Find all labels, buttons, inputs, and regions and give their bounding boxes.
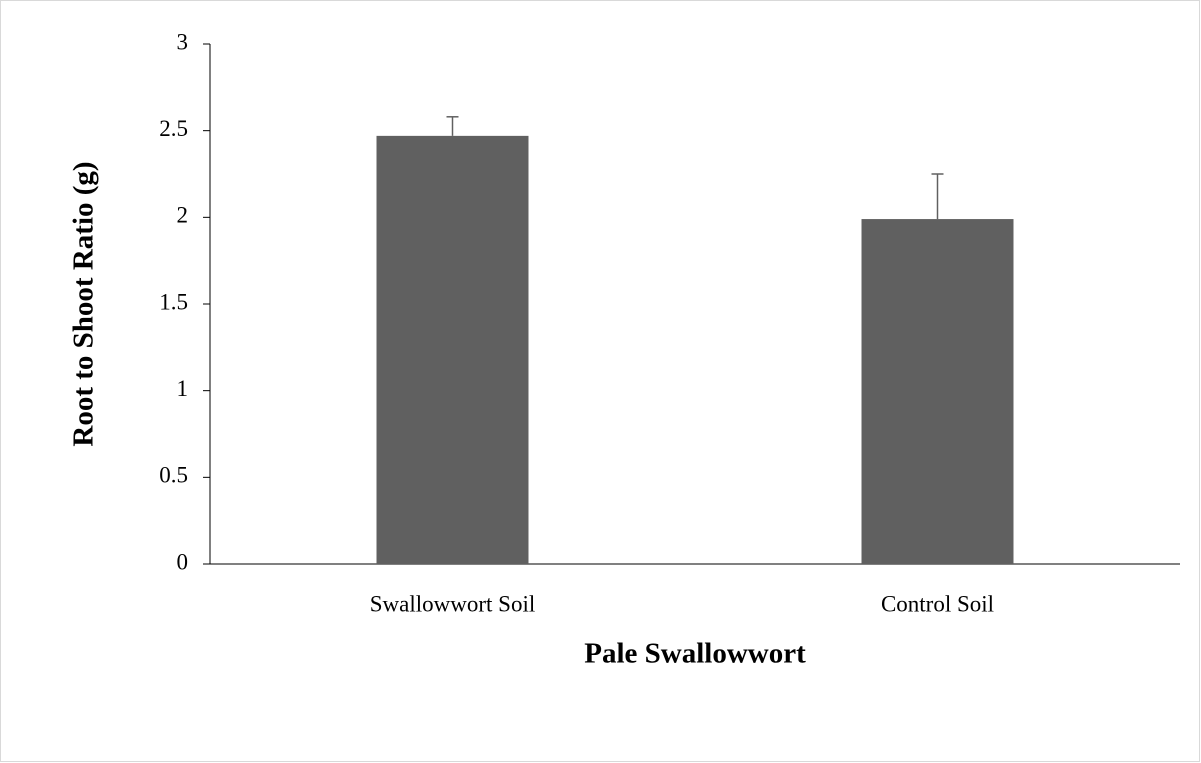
y-tick-label: 2.5 xyxy=(159,116,188,141)
y-tick-label: 0.5 xyxy=(159,463,188,488)
y-tick-label: 2 xyxy=(177,203,189,228)
y-tick-label: 1 xyxy=(177,376,189,401)
y-tick-label: 3 xyxy=(177,29,189,54)
y-tick-label: 0 xyxy=(177,549,189,574)
y-axis-title: Root to Shoot Ratio (g) xyxy=(68,161,100,446)
y-tick-label: 1.5 xyxy=(159,289,188,314)
bar xyxy=(861,219,1014,565)
x-tick-label: Control Soil xyxy=(881,591,994,616)
bar xyxy=(376,135,529,564)
x-tick-label: Swallowwort Soil xyxy=(370,591,535,616)
x-axis-title: Pale Swallowwort xyxy=(584,638,806,670)
